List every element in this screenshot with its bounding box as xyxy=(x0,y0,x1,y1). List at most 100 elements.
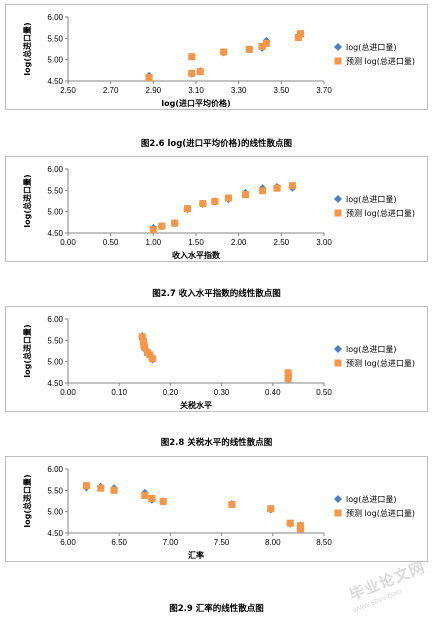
y-axis-title: log(总进口量) xyxy=(22,174,32,227)
y-tick-label: 5.00 xyxy=(47,358,63,367)
legend-label: 预测 log(总进口量) xyxy=(346,56,415,66)
x-tick-label: 8.50 xyxy=(316,538,332,547)
x-tick-label: 3.70 xyxy=(316,86,332,95)
legend-label: log(总进口量) xyxy=(346,194,396,204)
scatter-chart-income: 4.50 5.00 5.50 6.00 0.00 0.50 1.00 1.50 2.00 2.50… xyxy=(22,165,415,260)
legend-label: log(总进口量) xyxy=(346,494,396,504)
legend-marker-square xyxy=(334,209,342,217)
data-point-square xyxy=(196,68,204,76)
data-point-square xyxy=(288,182,296,190)
data-point-square xyxy=(224,194,232,202)
chart-panel-exchange-rate: 4.50 5.00 5.50 6.00 6.00 6.50 7.00 7.50 8.00 8.50… xyxy=(5,456,428,562)
x-tick-label: 2.00 xyxy=(231,238,247,247)
x-tick-label: 3.50 xyxy=(274,86,290,95)
legend-marker-square xyxy=(334,359,342,367)
data-point-square xyxy=(158,222,166,230)
data-point-square xyxy=(199,200,207,208)
x-tick-label: 1.00 xyxy=(146,238,162,247)
x-tick-label: 7.00 xyxy=(163,538,179,547)
y-axis-title: log(总进口量) xyxy=(22,22,32,75)
legend-marker-diamond xyxy=(334,345,342,353)
data-point-square xyxy=(188,69,196,77)
x-tick-label: 0.00 xyxy=(60,388,76,397)
data-point-square xyxy=(171,219,179,227)
caption-fig-2-9: 图2.9 汇率的线性散点图 xyxy=(169,604,264,614)
x-tick-label: 2.70 xyxy=(103,86,119,95)
data-point-square xyxy=(188,53,196,61)
data-point-square xyxy=(159,497,167,505)
data-point-square xyxy=(146,351,154,359)
x-tick-label: 3.30 xyxy=(231,86,247,95)
data-point-square xyxy=(259,187,267,195)
x-tick-label: 2.50 xyxy=(274,238,290,247)
data-point-square xyxy=(262,39,270,47)
x-tick-label: 0.00 xyxy=(60,238,76,247)
y-tick-label: 5.50 xyxy=(47,186,63,195)
y-tick-label: 6.00 xyxy=(47,13,63,22)
data-point-square xyxy=(267,505,275,513)
x-tick-label: 6.00 xyxy=(60,538,76,547)
chart-panel-tariff: 4.50 5.00 5.50 6.00 0.00 0.10 0.20 0.30 0.40 0.50… xyxy=(5,306,428,412)
scatter-chart-tariff: 4.50 5.00 5.50 6.00 0.00 0.10 0.20 0.30 0.40 0.50… xyxy=(22,315,415,410)
legend-marker-diamond xyxy=(334,43,342,51)
caption-fig-2-6: 图2.6 log(进口平均价格)的线性散点图 xyxy=(140,139,293,149)
data-point-square xyxy=(296,525,304,533)
x-tick-label: 2.90 xyxy=(146,86,162,95)
data-point-square xyxy=(183,205,191,213)
data-point-square xyxy=(284,375,292,383)
data-point-square xyxy=(110,486,118,494)
data-point-square xyxy=(228,500,236,508)
data-point-square xyxy=(141,344,149,352)
x-tick-label: 3.00 xyxy=(316,238,332,247)
caption-fig-2-7: 图2.7 收入水平指数的线性散点图 xyxy=(152,289,281,299)
y-tick-label: 5.50 xyxy=(47,336,63,345)
data-point-square xyxy=(148,355,156,363)
data-point-square xyxy=(211,197,219,205)
caption-fig-2-8: 图2.8 关税水平的线性散点图 xyxy=(160,438,273,448)
data-point-square xyxy=(241,191,249,199)
x-tick-label: 8.00 xyxy=(265,538,281,547)
x-tick-label: 0.40 xyxy=(265,388,281,397)
data-point-square xyxy=(141,491,149,499)
data-point-square xyxy=(258,42,266,50)
x-tick-label: 6.50 xyxy=(111,538,127,547)
legend-label: log(总进口量) xyxy=(346,42,396,52)
chart-panel-price: 4.50 5.00 5.50 6.00 2.50 2.70 2.90 3.10 3.30 3.50… xyxy=(5,4,428,110)
x-axis-title: 关税水平 xyxy=(180,400,212,410)
y-tick-label: 4.50 xyxy=(47,529,63,538)
y-tick-label: 5.50 xyxy=(47,34,63,43)
legend-label: log(总进口量) xyxy=(346,344,396,354)
x-tick-label: 0.30 xyxy=(214,388,230,397)
y-tick-label: 5.00 xyxy=(47,56,63,65)
y-tick-label: 4.50 xyxy=(47,229,63,238)
y-axis-title: log(总进口量) xyxy=(22,474,32,527)
y-tick-label: 6.00 xyxy=(47,165,63,174)
x-tick-label: 0.50 xyxy=(103,238,119,247)
data-point-square xyxy=(297,30,305,38)
x-axis-title: 收入水平指数 xyxy=(172,250,221,260)
y-tick-label: 5.50 xyxy=(47,486,63,495)
x-axis-title: 汇率 xyxy=(188,550,204,560)
y-tick-label: 4.50 xyxy=(47,379,63,388)
x-tick-label: 0.20 xyxy=(163,388,179,397)
x-tick-label: 0.10 xyxy=(111,388,127,397)
data-point-square xyxy=(294,33,302,41)
data-point-square xyxy=(148,494,156,502)
legend-label: 预测 log(总进口量) xyxy=(346,358,415,368)
data-point-square xyxy=(82,482,90,490)
x-tick-label: 2.50 xyxy=(60,86,76,95)
legend-marker-square xyxy=(334,57,342,65)
data-point-square xyxy=(149,226,157,234)
chart-panel-income: 4.50 5.00 5.50 6.00 0.00 0.50 1.00 1.50 2.00 2.50… xyxy=(5,156,428,262)
legend-marker-square xyxy=(334,509,342,517)
x-tick-label: 7.50 xyxy=(214,538,230,547)
y-tick-label: 5.00 xyxy=(47,508,63,517)
y-tick-label: 5.00 xyxy=(47,208,63,217)
data-point-square xyxy=(273,184,281,192)
y-tick-label: 6.00 xyxy=(47,315,63,324)
y-tick-label: 6.00 xyxy=(47,465,63,474)
x-tick-label: 0.50 xyxy=(316,388,332,397)
legend-marker-diamond xyxy=(334,195,342,203)
x-tick-label: 3.10 xyxy=(188,86,204,95)
y-axis-title: log(总进口量) xyxy=(22,324,32,377)
